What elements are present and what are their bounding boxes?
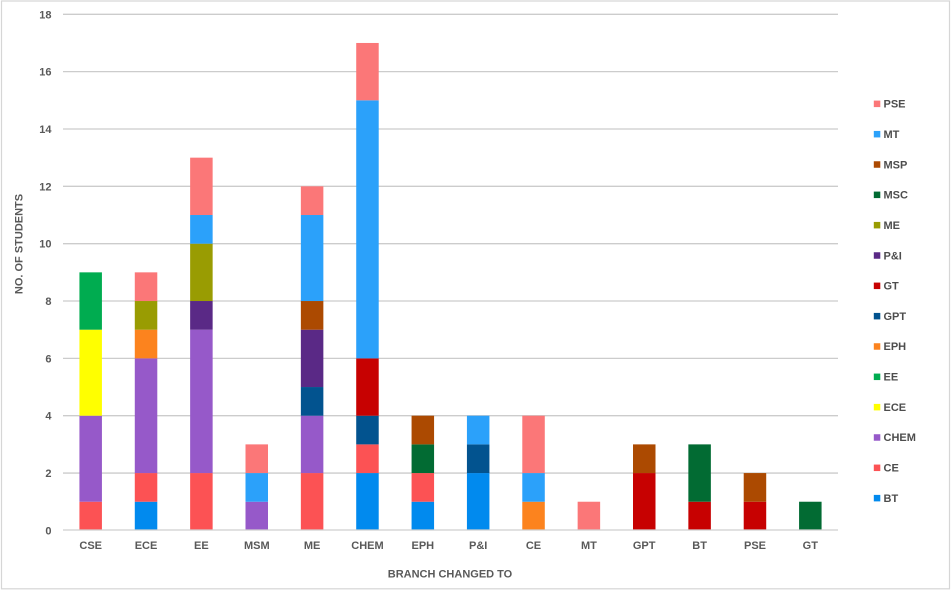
svg-text:EPH: EPH [884, 341, 907, 353]
svg-text:18: 18 [39, 9, 51, 21]
svg-text:P&I: P&I [884, 250, 902, 262]
svg-text:2: 2 [45, 468, 51, 480]
svg-text:MT: MT [581, 540, 597, 552]
svg-text:10: 10 [39, 239, 51, 251]
svg-text:BT: BT [692, 540, 707, 552]
svg-text:BRANCH CHANGED TO: BRANCH CHANGED TO [388, 569, 513, 581]
svg-text:4: 4 [45, 411, 52, 423]
svg-text:6: 6 [45, 353, 51, 365]
svg-text:EPH: EPH [411, 540, 434, 552]
svg-text:EE: EE [194, 540, 209, 552]
svg-text:16: 16 [39, 67, 51, 79]
svg-text:CHEM: CHEM [884, 432, 916, 444]
svg-text:EE: EE [884, 372, 899, 384]
svg-text:MSP: MSP [884, 159, 908, 171]
svg-text:GPT: GPT [633, 540, 656, 552]
svg-text:GT: GT [803, 540, 819, 552]
svg-text:MSC: MSC [884, 190, 909, 202]
svg-text:CE: CE [526, 540, 541, 552]
svg-text:0: 0 [45, 525, 51, 537]
svg-text:ECE: ECE [135, 540, 158, 552]
svg-text:BT: BT [884, 493, 899, 505]
svg-text:8: 8 [45, 296, 51, 308]
svg-text:CHEM: CHEM [351, 540, 383, 552]
svg-text:14: 14 [39, 124, 52, 136]
svg-text:NO. OF STUDENTS: NO. OF STUDENTS [14, 194, 26, 294]
svg-text:GT: GT [884, 281, 900, 293]
svg-text:GPT: GPT [884, 311, 907, 323]
svg-text:ECE: ECE [884, 402, 907, 414]
svg-text:12: 12 [39, 181, 51, 193]
svg-text:MT: MT [884, 129, 900, 141]
svg-text:ME: ME [304, 540, 321, 552]
svg-text:PSE: PSE [744, 540, 766, 552]
svg-text:CSE: CSE [79, 540, 102, 552]
svg-text:MSM: MSM [244, 540, 270, 552]
svg-text:PSE: PSE [884, 99, 906, 111]
svg-text:P&I: P&I [469, 540, 487, 552]
svg-text:ME: ME [884, 220, 901, 232]
svg-text:CE: CE [884, 463, 899, 475]
